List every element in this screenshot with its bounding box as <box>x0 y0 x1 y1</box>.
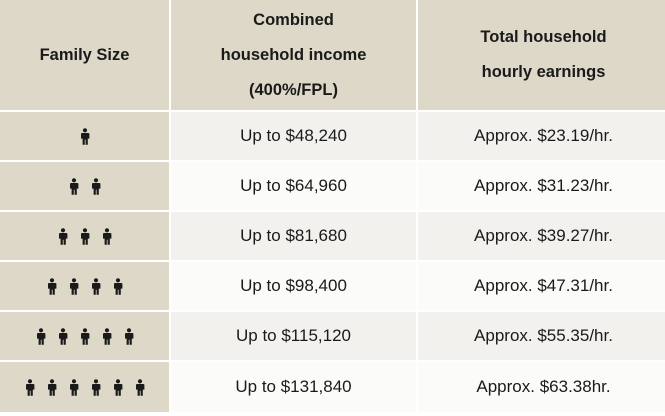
header-earnings: Total household hourly earnings <box>418 0 665 110</box>
person-icon <box>124 327 134 345</box>
family-size-cell-3 <box>0 212 169 260</box>
income-value: Up to $48,240 <box>240 126 347 145</box>
income-value: Up to $64,960 <box>240 176 347 195</box>
earnings-cell-2: Approx. $31.23/hr. <box>418 162 665 210</box>
person-icon <box>69 277 79 295</box>
income-cell-6: Up to $131,840 <box>171 362 416 412</box>
earnings-cell-1: Approx. $23.19/hr. <box>418 112 665 160</box>
earnings-cell-5: Approx. $55.35/hr. <box>418 312 665 360</box>
person-icon <box>80 227 90 245</box>
family-size-cell-5 <box>0 312 169 360</box>
income-value: Up to $98,400 <box>240 276 347 295</box>
earnings-cell-6: Approx. $63.38hr. <box>418 362 665 412</box>
income-cell-4: Up to $98,400 <box>171 262 416 310</box>
person-icon <box>47 378 57 396</box>
family-icons <box>47 277 123 295</box>
earnings-value: Approx. $55.35/hr. <box>474 326 613 345</box>
family-icons <box>25 378 145 396</box>
income-value: Up to $81,680 <box>240 226 347 245</box>
earnings-value: Approx. $31.23/hr. <box>474 176 613 195</box>
earnings-value: Approx. $47.31/hr. <box>474 276 613 295</box>
income-value: Up to $115,120 <box>236 326 351 345</box>
header-family-size: Family Size <box>0 0 169 110</box>
income-cell-5: Up to $115,120 <box>171 312 416 360</box>
person-icon <box>69 177 79 195</box>
person-icon <box>102 327 112 345</box>
family-icons <box>80 127 90 145</box>
header-family-size-label: Family Size <box>39 45 130 64</box>
family-size-cell-6 <box>0 362 169 412</box>
person-icon <box>58 227 68 245</box>
income-cell-2: Up to $64,960 <box>171 162 416 210</box>
person-icon <box>91 177 101 195</box>
earnings-value: Approx. $23.19/hr. <box>474 126 613 145</box>
person-icon <box>91 277 101 295</box>
person-icon <box>80 327 90 345</box>
family-size-cell-2 <box>0 162 169 210</box>
person-icon <box>25 378 35 396</box>
family-size-cell-4 <box>0 262 169 310</box>
earnings-value: Approx. $63.38hr. <box>476 377 611 396</box>
earnings-cell-4: Approx. $47.31/hr. <box>418 262 665 310</box>
header-earnings-line-1: Total household <box>480 28 607 46</box>
earnings-cell-3: Approx. $39.27/hr. <box>418 212 665 260</box>
person-icon <box>113 277 123 295</box>
family-size-cell-1 <box>0 112 169 160</box>
header-income-line-3: (400%/FPL) <box>249 80 338 99</box>
family-icons <box>36 327 134 345</box>
person-icon <box>47 277 57 295</box>
person-icon <box>58 327 68 345</box>
person-icon <box>80 127 90 145</box>
person-icon <box>36 327 46 345</box>
header-income-line-2: household income <box>220 45 367 64</box>
header-income: Combined household income (400%/FPL) <box>171 0 416 110</box>
income-cell-1: Up to $48,240 <box>171 112 416 160</box>
header-earnings-line-2: hourly earnings <box>481 63 606 81</box>
person-icon <box>113 378 123 396</box>
header-income-line-1: Combined <box>253 10 334 29</box>
income-cell-3: Up to $81,680 <box>171 212 416 260</box>
person-icon <box>69 378 79 396</box>
family-icons <box>58 227 112 245</box>
person-icon <box>91 378 101 396</box>
income-value: Up to $131,840 <box>235 377 352 396</box>
person-icon <box>102 227 112 245</box>
person-icon <box>135 378 145 396</box>
earnings-value: Approx. $39.27/hr. <box>474 226 613 245</box>
family-icons <box>69 177 101 195</box>
